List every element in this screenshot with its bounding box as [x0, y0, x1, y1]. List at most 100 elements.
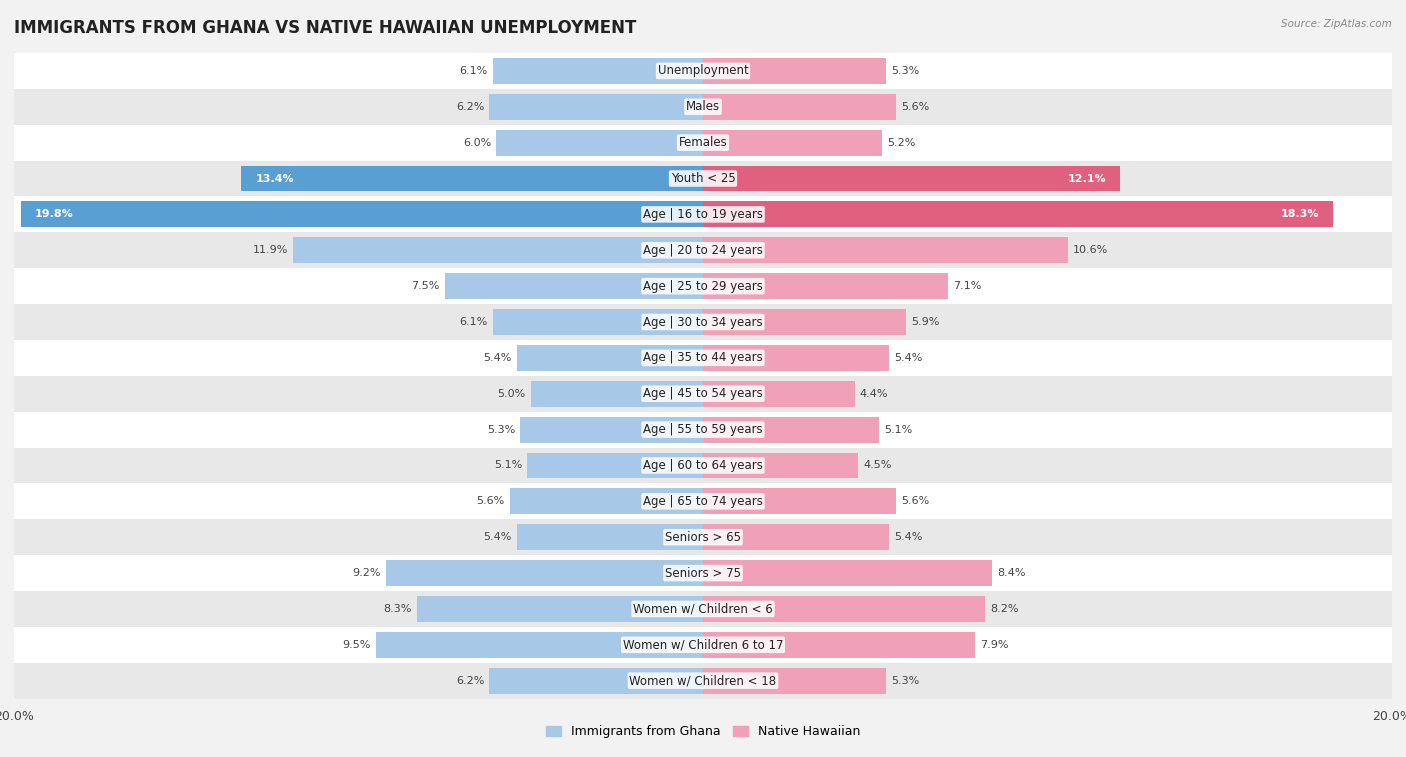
Bar [14, 268, 1392, 304]
Bar [517, 525, 703, 550]
Text: Unemployment: Unemployment [658, 64, 748, 77]
Bar [14, 519, 1392, 555]
Bar [703, 273, 948, 299]
Text: 5.3%: 5.3% [891, 676, 920, 686]
Bar [418, 596, 703, 621]
Text: 6.1%: 6.1% [460, 317, 488, 327]
Bar [375, 632, 703, 658]
Bar [14, 304, 1392, 340]
Text: 5.4%: 5.4% [484, 353, 512, 363]
Text: 5.6%: 5.6% [901, 497, 929, 506]
Text: Age | 55 to 59 years: Age | 55 to 59 years [643, 423, 763, 436]
Text: Age | 16 to 19 years: Age | 16 to 19 years [643, 208, 763, 221]
Text: Age | 65 to 74 years: Age | 65 to 74 years [643, 495, 763, 508]
Bar [14, 447, 1392, 484]
Text: Age | 25 to 29 years: Age | 25 to 29 years [643, 279, 763, 293]
Bar [531, 381, 703, 407]
Text: Age | 45 to 54 years: Age | 45 to 54 years [643, 388, 763, 400]
Bar [14, 53, 1392, 89]
Bar [703, 129, 882, 156]
Text: Females: Females [679, 136, 727, 149]
Bar [14, 412, 1392, 447]
Bar [703, 596, 986, 621]
Text: 8.4%: 8.4% [997, 568, 1026, 578]
Text: Males: Males [686, 100, 720, 114]
Legend: Immigrants from Ghana, Native Hawaiian: Immigrants from Ghana, Native Hawaiian [541, 721, 865, 743]
Text: 11.9%: 11.9% [253, 245, 288, 255]
Bar [14, 125, 1392, 160]
Bar [703, 381, 855, 407]
Bar [494, 58, 703, 84]
Bar [703, 345, 889, 371]
Text: 10.6%: 10.6% [1073, 245, 1108, 255]
Text: Source: ZipAtlas.com: Source: ZipAtlas.com [1281, 19, 1392, 29]
Bar [527, 453, 703, 478]
Text: 5.1%: 5.1% [884, 425, 912, 435]
Text: Seniors > 75: Seniors > 75 [665, 566, 741, 580]
Text: IMMIGRANTS FROM GHANA VS NATIVE HAWAIIAN UNEMPLOYMENT: IMMIGRANTS FROM GHANA VS NATIVE HAWAIIAN… [14, 19, 637, 37]
Text: 5.2%: 5.2% [887, 138, 915, 148]
Bar [520, 416, 703, 443]
Text: 8.3%: 8.3% [384, 604, 412, 614]
Bar [14, 160, 1392, 197]
Bar [14, 89, 1392, 125]
Text: 8.2%: 8.2% [991, 604, 1019, 614]
Text: 7.1%: 7.1% [953, 281, 981, 291]
Bar [489, 668, 703, 693]
Bar [703, 309, 907, 335]
Text: 5.6%: 5.6% [477, 497, 505, 506]
Text: 19.8%: 19.8% [35, 210, 73, 220]
Bar [703, 58, 886, 84]
Bar [703, 416, 879, 443]
Bar [510, 488, 703, 514]
Bar [703, 201, 1333, 227]
Text: Women w/ Children 6 to 17: Women w/ Children 6 to 17 [623, 638, 783, 651]
Bar [703, 488, 896, 514]
Bar [14, 663, 1392, 699]
Bar [14, 484, 1392, 519]
Text: Age | 60 to 64 years: Age | 60 to 64 years [643, 459, 763, 472]
Text: 5.3%: 5.3% [486, 425, 515, 435]
Bar [703, 238, 1069, 263]
Text: 5.4%: 5.4% [484, 532, 512, 542]
Bar [703, 525, 889, 550]
Bar [517, 345, 703, 371]
Bar [14, 232, 1392, 268]
Bar [292, 238, 703, 263]
Text: 5.4%: 5.4% [894, 353, 922, 363]
Bar [703, 453, 858, 478]
Text: Youth < 25: Youth < 25 [671, 172, 735, 185]
Bar [703, 166, 1119, 192]
Bar [14, 197, 1392, 232]
Text: 5.4%: 5.4% [894, 532, 922, 542]
Text: 5.1%: 5.1% [494, 460, 522, 471]
Bar [14, 375, 1392, 412]
Bar [444, 273, 703, 299]
Text: 4.4%: 4.4% [859, 389, 889, 399]
Bar [242, 166, 703, 192]
Text: 9.5%: 9.5% [342, 640, 371, 650]
Text: 6.1%: 6.1% [460, 66, 488, 76]
Text: Age | 30 to 34 years: Age | 30 to 34 years [643, 316, 763, 329]
Bar [703, 668, 886, 693]
Text: 7.9%: 7.9% [980, 640, 1008, 650]
Text: 5.3%: 5.3% [891, 66, 920, 76]
Text: 9.2%: 9.2% [353, 568, 381, 578]
Text: 6.0%: 6.0% [463, 138, 491, 148]
Bar [387, 560, 703, 586]
Text: Women w/ Children < 6: Women w/ Children < 6 [633, 603, 773, 615]
Text: Age | 20 to 24 years: Age | 20 to 24 years [643, 244, 763, 257]
Text: 6.2%: 6.2% [456, 101, 484, 112]
Bar [14, 591, 1392, 627]
Bar [703, 632, 976, 658]
Text: 18.3%: 18.3% [1281, 210, 1320, 220]
Text: Seniors > 65: Seniors > 65 [665, 531, 741, 544]
Bar [14, 555, 1392, 591]
Bar [14, 627, 1392, 663]
Bar [703, 94, 896, 120]
Text: 12.1%: 12.1% [1067, 173, 1107, 183]
Bar [496, 129, 703, 156]
Text: Age | 35 to 44 years: Age | 35 to 44 years [643, 351, 763, 364]
Text: 5.6%: 5.6% [901, 101, 929, 112]
Text: 5.0%: 5.0% [498, 389, 526, 399]
